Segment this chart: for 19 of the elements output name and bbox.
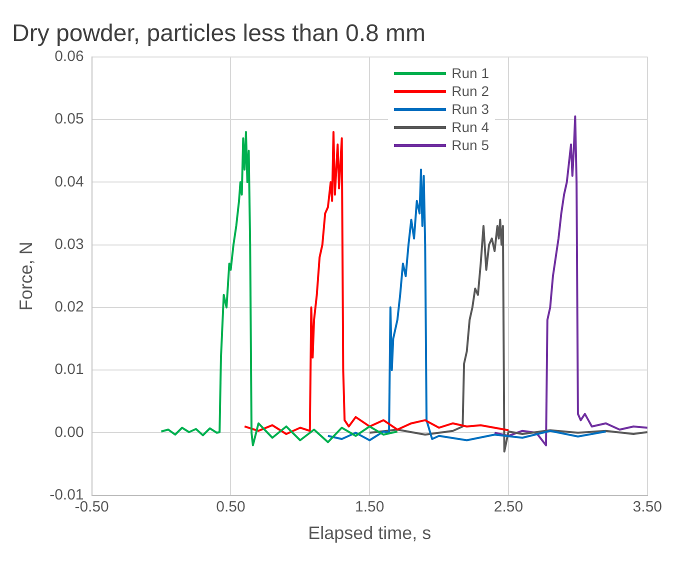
x-tick-label: 1.50 (354, 498, 384, 516)
y-tick-label: 0.04 (54, 173, 84, 190)
y-axis-title: Force, N (16, 242, 36, 311)
y-tick-label: 0.05 (54, 110, 84, 128)
x-tick-label: 2.50 (494, 498, 524, 516)
y-tick-label: 0.06 (54, 48, 84, 65)
legend-label: Run 2 (452, 83, 489, 99)
y-tick-label: 0.00 (54, 424, 84, 441)
y-tick-label: 0.03 (54, 236, 84, 253)
x-tick-label: 3.50 (632, 498, 662, 516)
chart-title: Dry powder, particles less than 0.8 mm (12, 20, 426, 48)
legend-label: Run 4 (452, 119, 489, 135)
legend-label: Run 1 (452, 65, 489, 81)
legend-label: Run 3 (452, 101, 489, 117)
legend-label: Run 5 (452, 137, 489, 153)
x-tick-label: 0.50 (216, 498, 246, 516)
y-tick-label: 0.01 (54, 361, 84, 378)
x-axis-title: Elapsed time, s (308, 523, 432, 544)
y-tick-label: 0.02 (54, 298, 84, 316)
